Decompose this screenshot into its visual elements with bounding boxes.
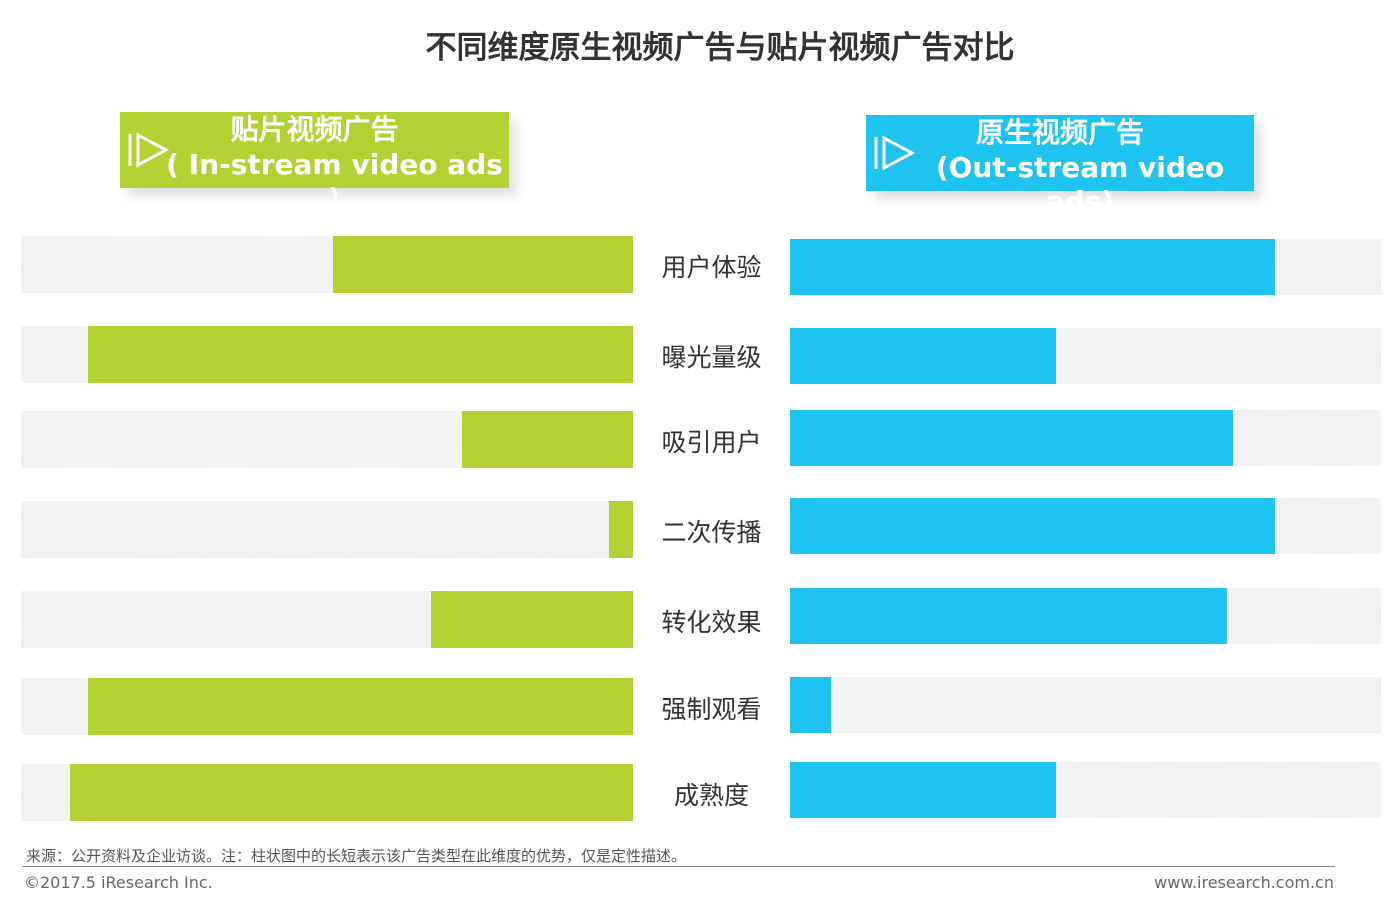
track-out-stream [790, 498, 1381, 554]
track-in-stream [21, 678, 633, 735]
bar-out-stream-0 [790, 239, 1275, 295]
bar-in-stream-6 [69, 764, 633, 821]
legend-label-en: ( In-stream video ads ) [166, 148, 503, 215]
bar-out-stream-3 [790, 498, 1275, 554]
bar-out-stream-5 [790, 677, 832, 733]
play-icon [128, 132, 170, 168]
track-out-stream [790, 762, 1381, 818]
track-out-stream [790, 410, 1381, 466]
bar-in-stream-1 [88, 326, 633, 383]
legend-in-stream: 贴片视频广告 ( In-stream video ads ) [120, 112, 509, 215]
track-in-stream [21, 764, 633, 821]
bar-out-stream-2 [790, 410, 1234, 466]
website: www.iresearch.com.cn [1154, 873, 1334, 892]
legend-label-cn: 原生视频广告 [975, 116, 1144, 149]
bar-in-stream-3 [608, 501, 633, 558]
bar-out-stream-4 [790, 588, 1228, 644]
legend-label-cn: 贴片视频广告 [230, 113, 399, 146]
bar-out-stream-1 [790, 328, 1056, 384]
bar-in-stream-2 [461, 411, 633, 468]
category-label: 转化效果 [661, 608, 762, 637]
bar-in-stream-5 [88, 678, 633, 735]
legend-out-stream: 原生视频广告 (Out-stream video ads) [866, 115, 1254, 218]
category-label: 强制观看 [661, 695, 762, 724]
track-out-stream [790, 588, 1381, 644]
track-in-stream [21, 326, 633, 383]
category-label: 吸引用户 [661, 428, 762, 457]
legend-label-en: (Out-stream video ads) [935, 151, 1225, 218]
track-out-stream [790, 239, 1381, 295]
track-out-stream [790, 328, 1381, 384]
track-in-stream [21, 411, 633, 468]
category-label: 用户体验 [661, 253, 762, 282]
copyright: ©2017.5 iResearch Inc. [24, 873, 213, 892]
chart-title: 不同维度原生视频广告与贴片视频广告对比 [425, 30, 1015, 66]
category-label: 成熟度 [673, 781, 749, 810]
track-in-stream [21, 501, 633, 558]
bar-out-stream-6 [790, 762, 1056, 818]
category-label: 曝光量级 [661, 343, 762, 372]
track-out-stream [790, 677, 1381, 733]
track-in-stream [21, 236, 633, 293]
category-label: 二次传播 [661, 518, 762, 547]
bar-in-stream-0 [333, 236, 633, 293]
track-in-stream [21, 591, 633, 648]
source-note: 来源：公开资料及企业访谈。注：柱状图中的长短表示该广告类型在此维度的优势，仅是定… [26, 847, 687, 865]
divider [22, 866, 1335, 867]
bar-in-stream-4 [431, 591, 633, 648]
play-icon [874, 135, 916, 171]
